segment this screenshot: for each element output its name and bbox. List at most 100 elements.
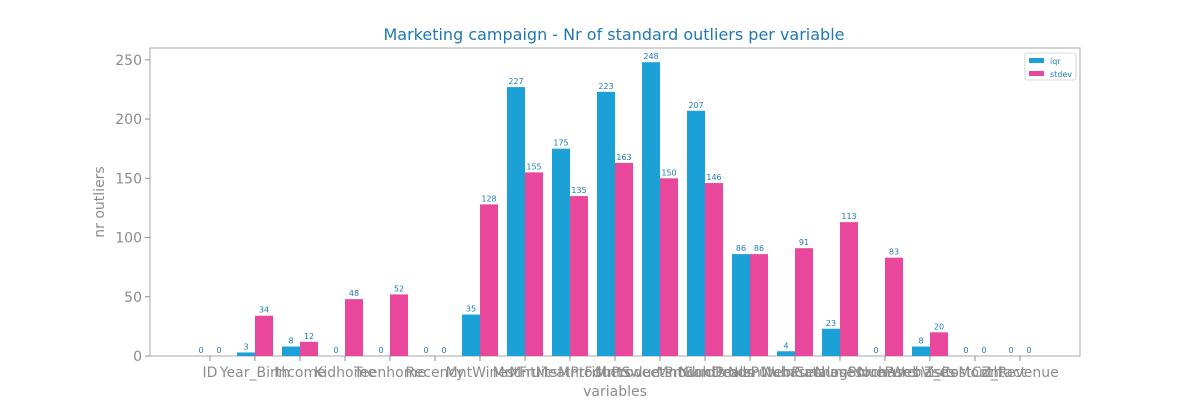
- bar-stdev: [885, 257, 903, 356]
- data-label-stdev: 0: [441, 346, 446, 355]
- chart-title: Marketing campaign - Nr of standard outl…: [383, 25, 844, 44]
- data-label-stdev: 91: [799, 238, 809, 247]
- bar-iqr: [642, 62, 660, 356]
- data-label-stdev: 163: [616, 153, 631, 162]
- data-label-iqr: 223: [598, 82, 613, 91]
- y-axis-title: nr outliers: [92, 166, 108, 237]
- bar-iqr: [912, 346, 930, 356]
- data-label-iqr: 248: [643, 52, 658, 61]
- data-label-stdev: 83: [889, 248, 899, 257]
- x-tick-label: MntSweetProducts: [595, 365, 725, 381]
- data-label-iqr: 23: [826, 319, 836, 328]
- legend-swatch-stdev: [1029, 71, 1044, 76]
- x-tick-label: MntMeatProducts: [509, 365, 631, 381]
- bar-iqr: [777, 351, 795, 356]
- x-tick-label: MntFruits: [493, 365, 558, 381]
- bar-stdev: [840, 222, 858, 356]
- data-label-iqr: 3: [243, 342, 248, 351]
- x-tick-label: Z_CostContact: [924, 365, 1027, 381]
- bar-stdev: [570, 196, 588, 356]
- bar-stdev: [795, 248, 813, 356]
- data-label-iqr: 227: [508, 77, 523, 86]
- bar-stdev: [705, 183, 723, 356]
- data-label-stdev: 12: [304, 332, 314, 341]
- data-label-iqr: 86: [736, 244, 746, 253]
- y-axis: 0 50 100 150 200 250: [115, 53, 150, 365]
- bar-stdev: [300, 341, 318, 356]
- y-tick-label: 250: [115, 53, 142, 69]
- data-label-iqr: 35: [466, 305, 476, 314]
- data-label-iqr: 0: [963, 346, 968, 355]
- x-tick-label: NumCatalogPurchases: [761, 365, 919, 381]
- x-tick-label: MntWines: [446, 365, 515, 381]
- bar-iqr: [282, 346, 300, 356]
- legend: iqr stdev: [1024, 52, 1077, 81]
- data-label-iqr: 0: [378, 346, 383, 355]
- data-label-iqr: 0: [873, 346, 878, 355]
- bar-stdev: [345, 299, 363, 356]
- data-label-stdev: 48: [349, 289, 359, 298]
- x-tick-label: Teenhome: [353, 365, 426, 381]
- bar-stdev: [660, 178, 678, 356]
- bar-iqr: [507, 87, 525, 356]
- x-tick-label: Income: [274, 365, 326, 381]
- x-tick-label: Kidhome: [314, 365, 376, 381]
- data-label-iqr: 0: [423, 346, 428, 355]
- data-label-stdev: 155: [526, 162, 541, 171]
- x-tick-label: Z_Revenue: [981, 365, 1059, 381]
- y-tick-label: 200: [115, 112, 142, 128]
- data-label-stdev: 146: [706, 173, 721, 182]
- data-label-stdev: 34: [259, 306, 269, 315]
- bar-iqr: [732, 254, 750, 356]
- legend-label-iqr: iqr: [1050, 57, 1061, 66]
- bar-stdev: [930, 332, 948, 356]
- bar-stdev: [480, 204, 498, 356]
- bar-iqr: [597, 91, 615, 356]
- data-label-iqr: 4: [783, 341, 788, 350]
- data-label-stdev: 128: [481, 194, 496, 203]
- data-label-stdev: 0: [216, 346, 221, 355]
- data-label-stdev: 113: [841, 212, 856, 221]
- y-tick-label: 0: [133, 349, 142, 365]
- data-label-iqr: 0: [198, 346, 203, 355]
- data-label-iqr: 207: [688, 101, 703, 110]
- bar-iqr: [552, 148, 570, 356]
- x-tick-label: NumStorePurchases: [815, 365, 956, 381]
- bar-iqr: [687, 110, 705, 357]
- x-tick-label: ID: [203, 365, 218, 381]
- x-axis: ID Year_BirthIncomeKidhomeTeenhomeRecency…: [203, 356, 1059, 381]
- bar-stdev: [525, 172, 543, 356]
- y-tick-label: 100: [115, 231, 142, 247]
- data-label-stdev: 0: [1026, 346, 1031, 355]
- data-label-iqr: 8: [288, 337, 293, 346]
- data-label-stdev: 150: [661, 168, 676, 177]
- x-axis-title: variables: [583, 384, 647, 400]
- data-label-iqr: 0: [333, 346, 338, 355]
- data-label-stdev: 52: [394, 284, 404, 293]
- bar-stdev: [255, 315, 273, 356]
- y-tick-label: 50: [124, 290, 142, 306]
- legend-label-stdev: stdev: [1050, 70, 1072, 79]
- x-tick-label: Year_Birth: [219, 365, 290, 381]
- bar-stdev: [615, 162, 633, 356]
- data-label-iqr: 175: [553, 139, 568, 148]
- bar-stdev: [750, 254, 768, 356]
- data-label-iqr: 8: [918, 337, 923, 346]
- data-label-stdev: 20: [934, 322, 944, 331]
- x-tick-label: MntFishProducts: [558, 365, 672, 381]
- bar-iqr: [462, 314, 480, 356]
- data-label-iqr: 0: [1008, 346, 1013, 355]
- x-tick-label: MntGoldProds: [656, 365, 753, 381]
- data-label-stdev: 135: [571, 186, 586, 195]
- x-tick-label: NumDealsPurchases: [678, 365, 821, 381]
- bar-iqr: [237, 352, 255, 356]
- data-label-stdev: 86: [754, 244, 764, 253]
- legend-swatch-iqr: [1029, 58, 1044, 63]
- x-tick-label: NumWebVisitsMonth: [858, 365, 1003, 381]
- data-label-stdev: 0: [981, 346, 986, 355]
- bar-iqr: [822, 328, 840, 356]
- x-tick-label: NumWebPurchases: [728, 365, 862, 381]
